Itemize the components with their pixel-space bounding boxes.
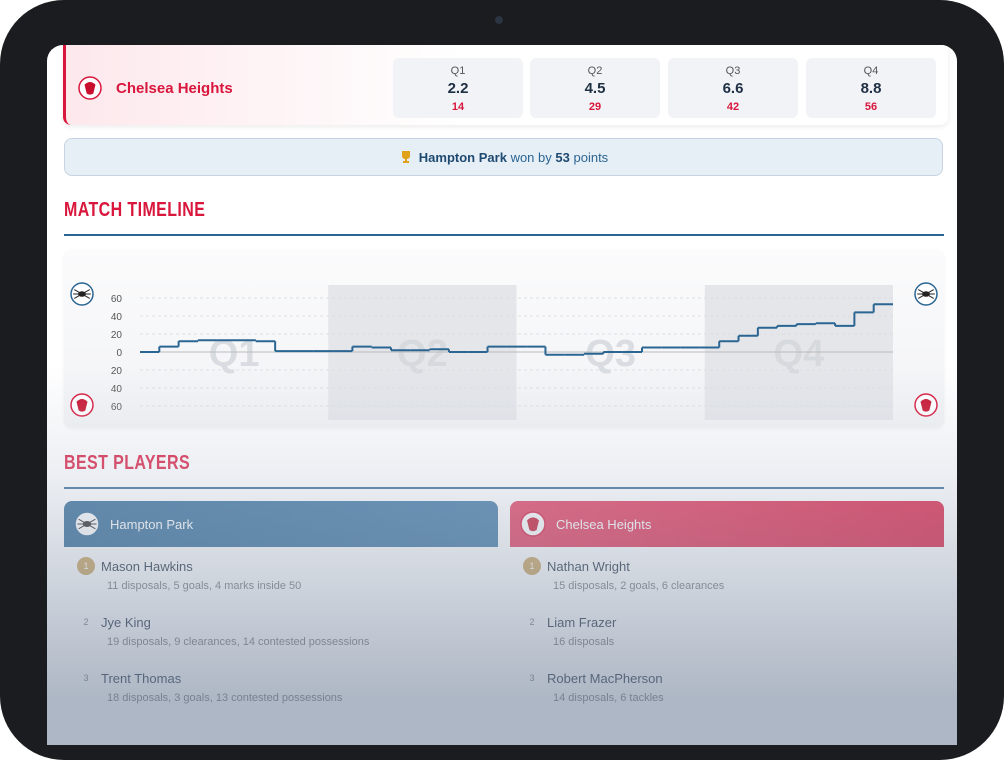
- quarter-points: 42: [726, 101, 740, 113]
- y-tick-label: 20: [111, 366, 123, 377]
- screen: Chelsea Heights Q1 2.2 14 Q2 4.5 29 Q3 6.6 42 Q4 8.…: [47, 45, 957, 745]
- quarter-box: Q4 8.8 56: [806, 58, 936, 118]
- trophy: [401, 151, 410, 163]
- player-stats: 14 disposals, 6 tackles: [553, 692, 664, 704]
- section-title: MATCH TIMELINE: [64, 199, 206, 221]
- team-logo: [74, 511, 100, 537]
- score-row: Chelsea Heights Q1 2.2 14 Q2 4.5 29 Q3 6.6 42 Q4 8.…: [63, 45, 948, 125]
- quarter-score: 4.5: [584, 80, 606, 97]
- rank-badge: 2: [83, 617, 89, 627]
- quarter-score: 6.6: [722, 80, 744, 97]
- quarter-label: Q4: [863, 65, 879, 77]
- player-stats: 16 disposals: [553, 636, 615, 648]
- section-rule: [64, 487, 944, 489]
- player-stats: 19 disposals, 9 clearances, 14 contested…: [107, 636, 370, 648]
- rank-badge: 2: [529, 617, 535, 627]
- y-tick-label: 40: [111, 384, 123, 395]
- result-unit: points: [573, 150, 609, 165]
- section-title: BEST PLAYERS: [64, 452, 191, 474]
- player-name: Liam Frazer: [547, 615, 617, 630]
- y-tick-label: 20: [111, 330, 123, 341]
- quarter-box: Q1 2.2 14: [393, 58, 523, 118]
- quarter-label: Q2: [587, 65, 603, 77]
- quarter-points: 29: [588, 101, 602, 113]
- player-name: Robert MacPherson: [547, 671, 663, 686]
- team-logo: [70, 282, 94, 306]
- result-banner: Hampton Park won by 53 points: [64, 138, 943, 176]
- quarter-label: Q3: [725, 65, 741, 77]
- player-stats: 18 disposals, 3 goals, 13 contested poss…: [107, 692, 343, 704]
- team-logo: [914, 393, 938, 417]
- section-rule: [64, 234, 944, 236]
- margin: 53: [555, 150, 570, 165]
- team-card: Hampton Park 1 Mason Hawkins 11 disposals, …: [64, 501, 498, 745]
- y-tick-label: 60: [111, 294, 123, 305]
- player-stats: 15 disposals, 2 goals, 6 clearances: [553, 580, 725, 592]
- quarter-box: Q3 6.6 42: [668, 58, 798, 118]
- quarter-watermark: Q1: [209, 333, 260, 375]
- quarter-score: 8.8: [860, 80, 882, 97]
- rank-badge: 3: [83, 673, 89, 683]
- camera: [495, 16, 503, 24]
- result-text: Hampton Park won by 53 points: [65, 150, 942, 165]
- rank-badge: 1: [523, 557, 541, 575]
- quarter-label: Q1: [450, 65, 466, 77]
- chart-card: Q1 Q2 Q3 Q4 60 40 20 0 20 40 60: [64, 250, 944, 428]
- team-header: Hampton Park: [64, 501, 498, 547]
- quarter-points: 56: [864, 101, 878, 113]
- team-header-name: Hampton Park: [110, 517, 194, 532]
- team-name: Chelsea Heights: [116, 80, 233, 97]
- player-name: Trent Thomas: [101, 671, 182, 686]
- quarter-points: 14: [451, 101, 465, 113]
- quarter-score: 2.2: [447, 80, 469, 97]
- winner: Hampton Park: [418, 150, 507, 165]
- y-tick-label: 40: [111, 312, 123, 323]
- player-name: Mason Hawkins: [101, 559, 193, 574]
- team-header: Chelsea Heights: [510, 501, 944, 547]
- quarter-watermark: Q4: [774, 333, 825, 375]
- rank-badge: 3: [529, 673, 535, 683]
- team-logo: [520, 511, 546, 537]
- y-tick-label: 0: [116, 348, 122, 359]
- team-logo: [78, 76, 102, 100]
- quarter-watermark: Q2: [397, 333, 448, 375]
- team-logo: [70, 393, 94, 417]
- quarter-box: Q2 4.5 29: [530, 58, 660, 118]
- team-card: Chelsea Heights 1 Nathan Wright 15 disposal…: [510, 501, 944, 745]
- player-stats: 11 disposals, 5 goals, 4 marks inside 50: [107, 580, 302, 592]
- player-name: Nathan Wright: [547, 559, 630, 574]
- y-tick-label: 60: [111, 402, 123, 413]
- trophy-icon: [401, 151, 410, 163]
- team-logo: [914, 282, 938, 306]
- player-name: Jye King: [101, 615, 151, 630]
- team-header-name: Chelsea Heights: [556, 517, 652, 532]
- rank-badge: 1: [77, 557, 95, 575]
- result-word: won by: [510, 150, 552, 165]
